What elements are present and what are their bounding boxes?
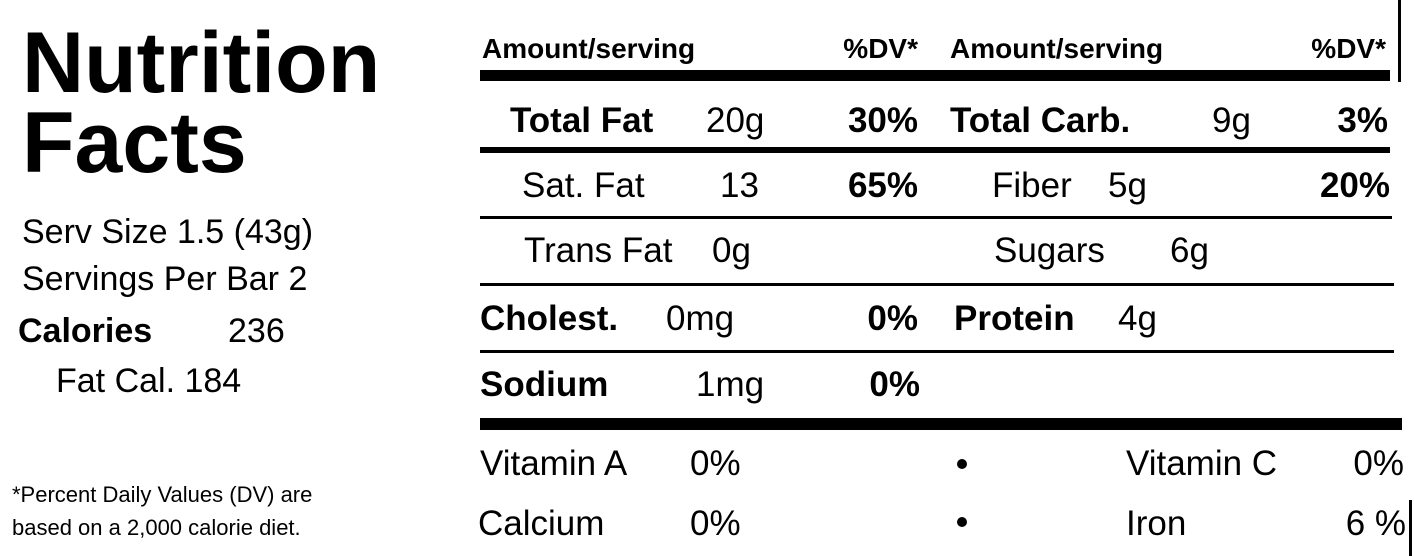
- nutrient: Cholest.: [480, 299, 618, 338]
- amount: 0mg: [666, 299, 734, 338]
- servings-per: Servings Per Bar 2: [22, 260, 307, 298]
- nutrient: Protein: [954, 299, 1075, 338]
- rule: [480, 350, 1394, 353]
- rule: [480, 147, 1390, 153]
- vitamin: Calcium: [478, 504, 604, 543]
- serving-size: Serv Size 1.5 (43g): [22, 213, 313, 251]
- amount: 6g: [1170, 231, 1209, 270]
- nutrient: Trans Fat: [524, 231, 673, 270]
- nutrient: Total Carb.: [950, 101, 1130, 140]
- calories-label: Calories: [18, 312, 152, 350]
- dv: 3%: [1337, 101, 1388, 140]
- amount: 5g: [1108, 166, 1147, 205]
- dv: 0%: [1353, 444, 1404, 483]
- header: Amount/serving: [482, 33, 695, 64]
- dv: 65%: [848, 166, 918, 205]
- bullet: [957, 459, 967, 469]
- dv: 0%: [690, 444, 741, 483]
- calories: 236: [228, 312, 285, 350]
- nutrient: Fiber: [992, 166, 1072, 205]
- edge: [1409, 500, 1412, 556]
- bullet: [957, 517, 967, 527]
- footnote: based on a 2,000 calorie diet.: [12, 515, 301, 540]
- amount: 1mg: [696, 365, 764, 404]
- dv: 6 %: [1346, 504, 1406, 543]
- vitamin: Iron: [1126, 504, 1186, 543]
- dv: 0%: [867, 299, 918, 338]
- fat-calories: Fat Cal. 184: [56, 362, 241, 400]
- dv: 0%: [690, 504, 741, 543]
- amount: 0g: [712, 231, 751, 270]
- nutrient: Sodium: [480, 365, 608, 404]
- vitamin: Vitamin C: [1126, 444, 1277, 483]
- dv: 30%: [848, 101, 918, 140]
- rule: [480, 418, 1402, 430]
- amount: 20g: [706, 101, 764, 140]
- header: %DV*: [1311, 33, 1386, 64]
- title: Nutrition: [22, 15, 380, 111]
- amount: 9g: [1212, 101, 1251, 140]
- footnote: *Percent Daily Values (DV) are: [12, 482, 312, 507]
- rule: [480, 283, 1394, 286]
- rule: [480, 216, 1392, 219]
- amount: 13: [720, 166, 759, 205]
- edge: [1398, 0, 1401, 82]
- rule: [480, 70, 1390, 81]
- nutrient: Sugars: [994, 231, 1105, 270]
- vitamin: Vitamin A: [480, 444, 628, 483]
- dv: 20%: [1320, 166, 1390, 205]
- amount: 4g: [1118, 299, 1157, 338]
- nutrient: Total Fat: [510, 101, 654, 140]
- title: Facts: [22, 95, 247, 191]
- nutrient: Sat. Fat: [522, 166, 645, 205]
- header: Amount/serving: [950, 33, 1163, 64]
- dv: 0%: [869, 365, 920, 404]
- header: %DV*: [843, 33, 918, 64]
